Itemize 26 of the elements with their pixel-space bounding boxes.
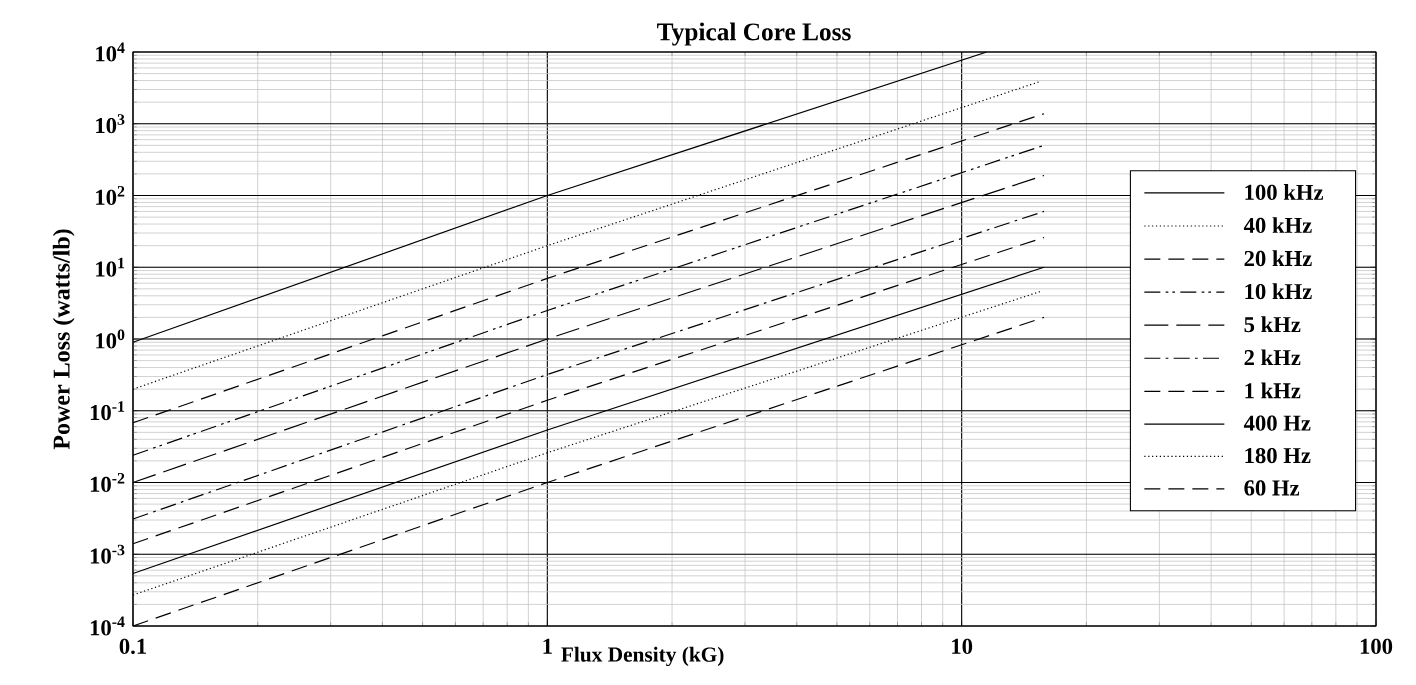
y-tick-label: 10$^{-2}$ — [90, 472, 125, 493]
x-tick-label: 10 — [952, 638, 973, 655]
y-tick-label: 10$^{1}$ — [96, 257, 125, 277]
y-tick-label: 10$^{4}$ — [96, 42, 125, 62]
legend-label: 10 kHz — [1245, 283, 1312, 300]
x-tick-label: 0.1 — [119, 638, 146, 655]
y-tick-label: 10$^{0}$ — [96, 329, 125, 349]
x-tick-label: 1 — [543, 638, 552, 654]
legend-label: 400 Hz — [1243, 415, 1311, 431]
legend-label: 40 kHz — [1243, 217, 1312, 234]
y-tick-label: 10$^{3}$ — [96, 114, 125, 134]
legend-label: 20 kHz — [1244, 250, 1312, 267]
y-tick-label: 10$^{-4}$ — [90, 616, 125, 636]
x-tick-label: 100 — [1360, 638, 1393, 655]
legend-label: 60 Hz — [1244, 480, 1300, 496]
y-axis-title: Power Loss (watts/lb) — [52, 229, 75, 450]
legend-label: 5 kHz — [1244, 316, 1301, 333]
y-tick-label: 10$^{-3}$ — [90, 544, 125, 564]
legend-label: 100 kHz — [1245, 184, 1324, 201]
y-tick-label: 10$^{2}$ — [96, 185, 125, 206]
legend-label: 2 kHz — [1244, 349, 1301, 366]
legend-label: 1 kHz — [1245, 382, 1301, 399]
chart-title: Typical Core Loss — [657, 22, 851, 46]
y-tick-label: 10$^{-1}$ — [90, 401, 125, 421]
x-axis-title: Flux Density (kG) — [561, 646, 724, 667]
legend-label: 180 Hz — [1245, 447, 1311, 464]
